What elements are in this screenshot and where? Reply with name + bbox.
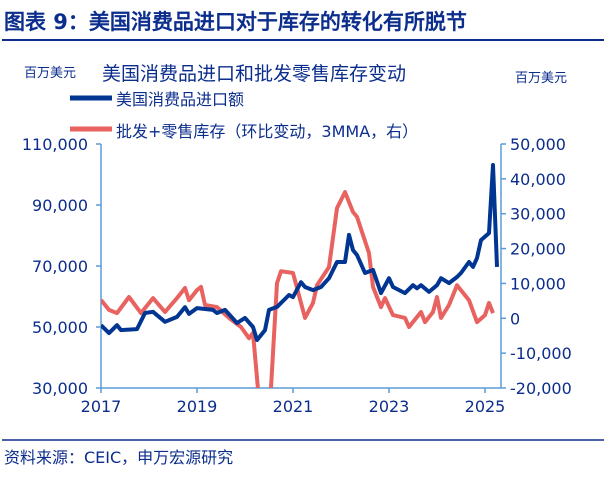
left-axis-unit: 百万美元 (24, 66, 76, 81)
left-y-tick-label: 30,000 (32, 379, 88, 398)
chart-title: 美国消费品进口和批发零售库存变动 (102, 63, 406, 85)
x-tick-label: 2025 (465, 397, 506, 416)
source-note: 资料来源：CEIC，申万宏源研究 (4, 448, 233, 467)
right-y-tick-label: 40,000 (510, 170, 566, 189)
x-tick-label: 2017 (81, 397, 122, 416)
x-tick-label: 2021 (273, 397, 314, 416)
legend: 美国消费品进口额 批发+零售库存（环比变动，3MMA，右） (70, 90, 418, 141)
right-y-tick-label: 50,000 (510, 135, 566, 154)
x-tick-label: 2019 (177, 397, 218, 416)
legend-label-imports: 美国消费品进口额 (116, 90, 244, 109)
right-axis-unit: 百万美元 (515, 71, 567, 86)
left-y-tick-label: 50,000 (32, 318, 88, 337)
legend-label-inventory: 批发+零售库存（环比变动，3MMA，右） (116, 122, 418, 141)
x-tick-label: 2023 (369, 397, 410, 416)
right-y-tick-label: 10,000 (510, 274, 566, 293)
right-y-tick-label: -20,000 (510, 379, 572, 398)
right-y-tick-label: 30,000 (510, 205, 566, 224)
left-y-tick-label: 110,000 (22, 135, 88, 154)
figure-title: 图表 9：美国消费品进口对于库存的转化有所脱节 (4, 10, 467, 34)
right-y-tick-label: 20,000 (510, 240, 566, 259)
left-y-tick-label: 70,000 (32, 257, 88, 276)
series-line-imports (101, 163, 499, 343)
right-y-tick-label: 0 (510, 309, 520, 328)
right-y-tick-label: -10,000 (510, 344, 572, 363)
series-line-inventory (101, 190, 495, 388)
left-y-tick-label: 90,000 (32, 196, 88, 215)
